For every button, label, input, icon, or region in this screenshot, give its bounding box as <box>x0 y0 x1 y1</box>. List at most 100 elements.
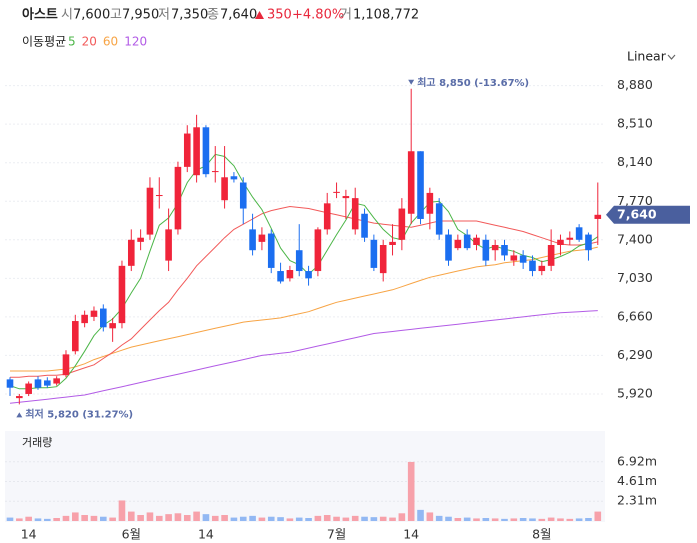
candle-body <box>239 182 247 209</box>
change-value: 350 <box>267 8 292 23</box>
candle-body <box>62 354 70 376</box>
candle-body <box>258 234 266 242</box>
volume-bar <box>155 515 163 521</box>
legend-entry: 5 <box>68 35 76 49</box>
stock-name: 아스트 <box>22 7 58 23</box>
low-value: 7,350 <box>171 8 208 23</box>
volume-bar <box>230 517 238 521</box>
moving-average-line <box>9 310 598 404</box>
candle-body <box>529 260 536 272</box>
volume-bar <box>379 516 387 521</box>
volume-bar <box>594 511 602 521</box>
scale-chevron[interactable] <box>667 54 676 60</box>
volume-panel <box>5 431 605 522</box>
x-tick-label: 8월 <box>532 527 551 542</box>
change-percent: +4.80% <box>292 8 344 23</box>
x-tick-label: 6월 <box>122 527 141 542</box>
volume-bar <box>62 515 70 521</box>
candle-body <box>100 308 107 328</box>
y-tick-label: 4.61m <box>617 473 657 488</box>
y-tick-label: 8,140 <box>617 154 653 169</box>
volume-bar <box>557 518 564 521</box>
candle-body <box>370 239 378 268</box>
volume-bar <box>202 514 210 521</box>
volume-bar <box>510 518 518 521</box>
volume-bar <box>146 512 154 521</box>
volume-bar <box>463 517 471 521</box>
volume-bar <box>305 518 312 521</box>
candle-body <box>314 229 322 272</box>
moving-average-line <box>10 205 598 378</box>
candle-body <box>519 255 527 263</box>
volume-bar <box>193 511 200 521</box>
candle-body <box>81 314 88 324</box>
legend-entry: 120 <box>124 35 147 49</box>
annotation-arrow <box>16 412 23 418</box>
candle-body <box>34 379 42 388</box>
candle-body <box>6 379 14 388</box>
volume-bar <box>435 515 443 521</box>
volume-bar <box>445 516 452 521</box>
annotation: 최고 8,850 (-13.67%) <box>417 76 529 89</box>
volume-bar <box>491 518 499 521</box>
x-tick-label: 7월 <box>327 527 346 542</box>
volume-bar <box>109 517 116 521</box>
candle-body <box>90 310 98 317</box>
x-tick-label: 14 <box>403 527 419 542</box>
moving-average-line <box>10 246 598 372</box>
annotation: 최저 5,820 (31.27%) <box>25 407 133 420</box>
candle-body <box>44 380 51 386</box>
candle-body <box>183 133 191 167</box>
y-tick-label: 5,920 <box>617 385 653 400</box>
candle-body <box>286 270 294 279</box>
close-label: 종 <box>207 8 219 23</box>
volume-bar <box>473 518 480 521</box>
candle-body <box>417 151 424 219</box>
candle-body <box>454 239 462 249</box>
volume-value: 1,108,772 <box>353 8 419 23</box>
candle-body <box>53 378 60 384</box>
candle-body <box>575 227 583 240</box>
volume-bar <box>426 512 434 521</box>
candle-body <box>118 265 126 324</box>
candle-body <box>510 255 518 261</box>
volume-bar <box>575 518 583 521</box>
candle-body <box>463 234 471 249</box>
low-label: 저 <box>158 8 170 23</box>
volume-bar <box>118 500 126 521</box>
volume-bar <box>221 515 228 521</box>
candle-body <box>482 239 490 261</box>
volume-bar <box>239 516 247 521</box>
candle-body <box>25 383 32 394</box>
candle-body <box>230 176 238 180</box>
candle-body <box>305 271 312 279</box>
candle-body <box>473 237 480 245</box>
volume-bar <box>25 516 32 521</box>
scale-mode[interactable]: Linear <box>627 49 667 64</box>
volume-bar <box>454 518 462 521</box>
volume-bar <box>398 513 406 521</box>
open-value: 7,600 <box>73 8 110 23</box>
candle-body <box>165 229 172 261</box>
y-tick-label: 6.92m <box>617 453 657 468</box>
volume-bar <box>295 517 303 521</box>
volume-bar <box>258 517 266 521</box>
volume-bar <box>277 517 284 521</box>
candle-body <box>267 233 275 268</box>
volume-bar <box>501 518 508 521</box>
annotation-arrow <box>408 79 415 85</box>
up-arrow-icon <box>255 11 264 19</box>
candle-body <box>398 208 406 240</box>
volume-bar <box>174 513 182 521</box>
volume-bar <box>34 518 42 521</box>
candle-body <box>127 239 135 266</box>
candle-body <box>155 195 163 197</box>
high-label: 고 <box>110 8 122 23</box>
volume-bar <box>6 517 14 521</box>
volume-bar <box>333 516 340 521</box>
candle-body <box>295 250 303 272</box>
volume-bar <box>90 515 98 521</box>
candle-body <box>249 229 256 251</box>
volume-bar <box>519 518 527 521</box>
candle-body <box>435 203 443 235</box>
